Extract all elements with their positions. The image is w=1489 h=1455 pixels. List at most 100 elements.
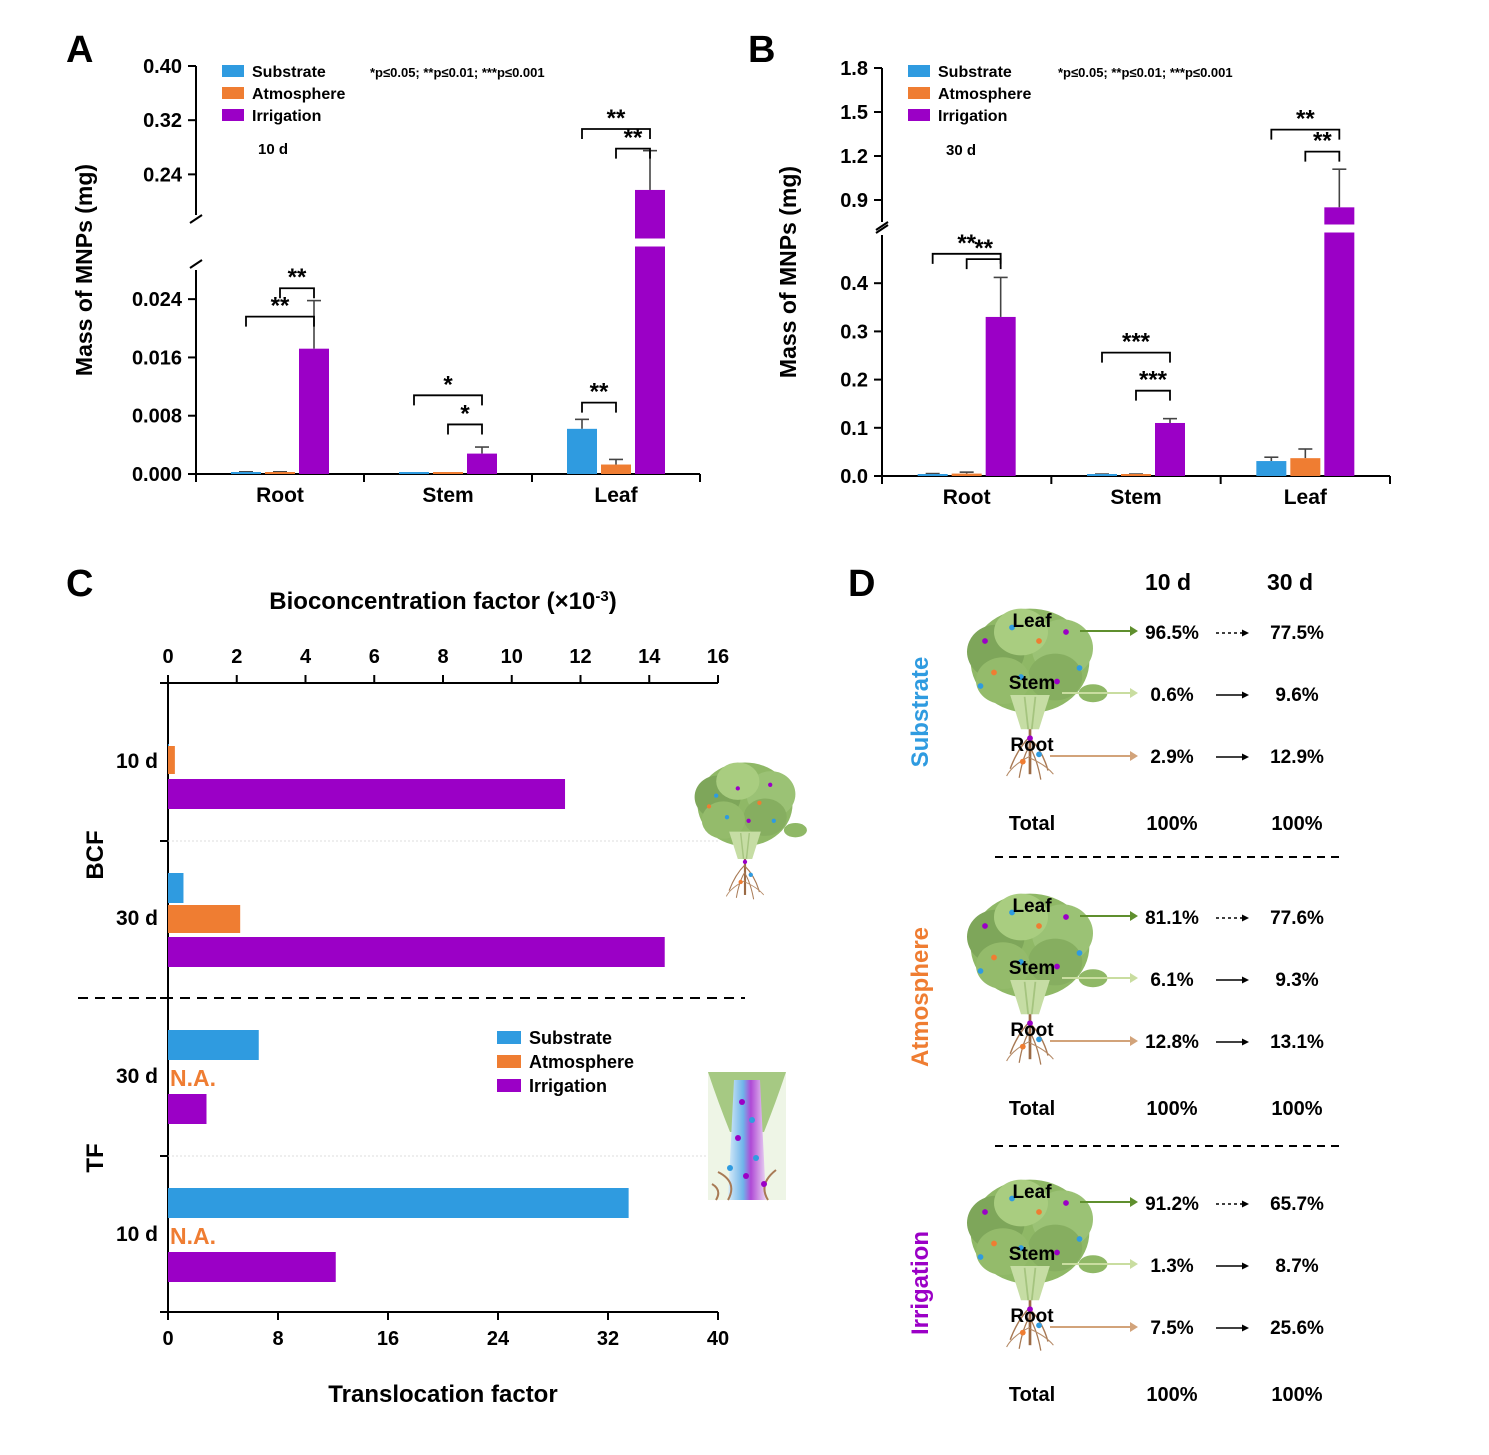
value-root-30d: 25.6% — [1270, 1318, 1324, 1339]
y-tick-label: 0.2 — [840, 370, 868, 392]
particle-dot — [1018, 674, 1024, 680]
bar-irrigation — [168, 779, 566, 809]
significance-note: *p≤0.05; **p≤0.01; ***p≤0.001 — [370, 65, 545, 80]
group-label-tf: TF — [82, 1143, 109, 1172]
particle-dot — [746, 818, 751, 823]
particle-dot — [1018, 1245, 1024, 1251]
trend-arrowhead — [1242, 1262, 1249, 1270]
trend-arrowhead — [1242, 1038, 1249, 1046]
significance-label: ** — [624, 125, 643, 152]
significance-label: ** — [590, 379, 609, 406]
lettuce-illustration — [966, 1178, 1109, 1352]
particle-dot — [977, 968, 984, 974]
particle-dot — [714, 793, 719, 798]
panel-d-table: 10 d 30 d Substrate Leaf Stem Root Total 96.5% 7… — [907, 569, 1340, 1406]
panel-subtitle: 30 d — [946, 142, 976, 159]
value-root-30d: 12.9% — [1270, 747, 1324, 768]
y-tick-label: 0.008 — [132, 406, 182, 428]
top-tick-label: 14 — [638, 646, 661, 668]
bar-irrigation — [985, 316, 1016, 476]
trend-arrowhead — [1242, 629, 1249, 637]
pointer-arrowhead — [1130, 751, 1138, 761]
bottom-tick-label: 40 — [707, 1328, 729, 1350]
significance-bracket — [615, 147, 651, 159]
pointer-arrowhead — [1130, 688, 1138, 698]
significance-note: *p≤0.05; **p≤0.01; ***p≤0.001 — [1058, 65, 1233, 80]
particle-dot — [768, 782, 773, 787]
legend-swatch-irrigation — [497, 1079, 521, 1092]
particle-dot — [1009, 1195, 1015, 1202]
y-tick-label: 0.32 — [143, 110, 182, 132]
y-tick-label: 0.1 — [840, 418, 868, 440]
row-label: 30 d — [116, 1065, 158, 1088]
particle-dot — [1076, 950, 1083, 956]
treatment-label: Substrate — [907, 657, 934, 768]
pointer-arrowhead — [1130, 911, 1138, 921]
particle-dot — [706, 804, 712, 809]
y-tick-label: 0.0 — [840, 466, 868, 488]
bar-substrate — [567, 428, 597, 474]
particle-dot — [1054, 678, 1060, 685]
bar-substrate — [1256, 461, 1287, 476]
row-label-root: Root — [1010, 735, 1054, 756]
panel-letter-a: A — [66, 29, 93, 71]
trend-arrowhead — [1242, 976, 1249, 984]
legend-label-irrigation: Irrigation — [252, 108, 321, 125]
value-root-10d: 2.9% — [1150, 747, 1193, 768]
value-leaf-10d: 91.2% — [1145, 1194, 1199, 1215]
value-total-10d: 100% — [1146, 1384, 1197, 1406]
particle-dot — [742, 859, 748, 864]
value-leaf-30d: 77.6% — [1270, 908, 1324, 929]
significance-bracket — [245, 315, 315, 327]
value-stem-30d: 9.6% — [1275, 685, 1318, 706]
particle-dot — [753, 1155, 759, 1161]
particle-dot — [1036, 638, 1042, 644]
bar-atmosphere — [951, 473, 982, 476]
na-label: N.A. — [170, 1065, 216, 1091]
panel-letter-b: B — [748, 29, 775, 71]
particle-dot — [1027, 735, 1033, 742]
treatment-label: Atmosphere — [907, 927, 934, 1067]
significance-label: ** — [974, 235, 993, 262]
axis-break-mark — [875, 224, 889, 234]
particle-dot — [991, 669, 997, 676]
row-label-stem: Stem — [1009, 958, 1055, 979]
significance-bracket — [1101, 351, 1171, 363]
bar-irrigation — [467, 453, 497, 474]
legend-label-substrate: Substrate — [252, 64, 326, 81]
x-tick-label-stem: Stem — [422, 484, 473, 507]
particle-dot — [735, 1135, 741, 1141]
bar-substrate — [917, 474, 948, 476]
pointer-arrowhead — [1130, 1036, 1138, 1046]
lettuce-illustration — [966, 607, 1109, 781]
particle-dot — [1027, 1020, 1033, 1027]
particle-dot — [1036, 1322, 1042, 1329]
bar-atmosphere — [433, 472, 463, 474]
legend-swatch-substrate — [497, 1031, 521, 1044]
row-label-root: Root — [1010, 1020, 1054, 1041]
bottom-tick-label: 0 — [162, 1328, 173, 1350]
x-tick-label-root: Root — [943, 486, 991, 509]
value-leaf-10d: 81.1% — [1145, 908, 1199, 929]
row-label-root: Root — [1010, 1306, 1054, 1327]
particle-dot — [1054, 963, 1060, 970]
legend-label-substrate: Substrate — [938, 64, 1012, 81]
bar-break-gap — [1323, 224, 1356, 233]
bar-irrigation — [168, 1252, 336, 1282]
particle-dot — [1063, 1200, 1069, 1206]
bar-irrigation — [1155, 422, 1185, 476]
row-label: 10 d — [116, 1223, 158, 1246]
y-axis-title: Mass of MNPs (mg) — [775, 166, 801, 378]
particle-dot — [1036, 923, 1042, 929]
significance-bracket — [447, 423, 483, 435]
row-label-leaf: Leaf — [1012, 896, 1052, 917]
significance-label: * — [460, 400, 470, 427]
particle-dot — [1076, 1236, 1083, 1242]
trend-arrowhead — [1242, 914, 1249, 922]
significance-bracket — [413, 394, 483, 406]
particle-dot — [1019, 1043, 1026, 1050]
axis-break-mark — [875, 221, 889, 231]
bar-substrate — [1087, 474, 1117, 476]
